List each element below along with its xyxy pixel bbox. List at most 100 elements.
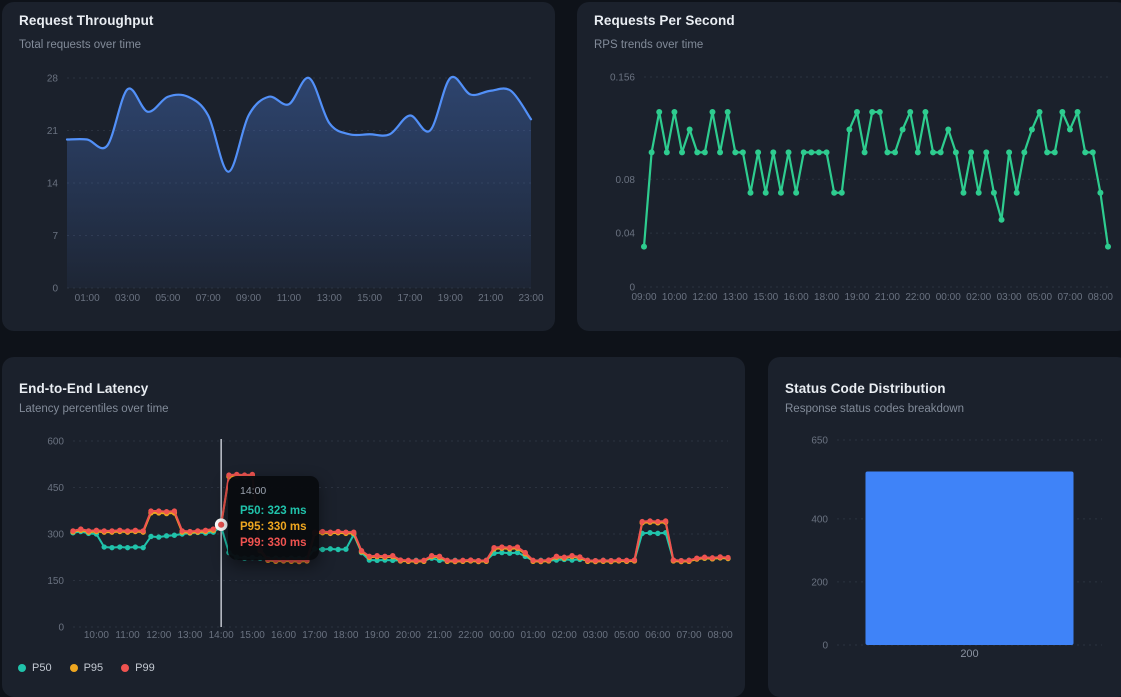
data-point xyxy=(124,544,131,551)
data-point xyxy=(358,548,365,554)
data-point xyxy=(800,149,807,156)
data-point xyxy=(78,526,84,532)
y-tick-label: 0.08 xyxy=(616,175,636,186)
data-point xyxy=(770,149,777,156)
legend-item-p95[interactable]: P95 xyxy=(69,662,104,674)
x-tick-label: 05:00 xyxy=(155,293,180,304)
data-point xyxy=(351,529,357,535)
data-point xyxy=(499,549,505,556)
x-tick-label: 02:00 xyxy=(966,292,991,303)
data-point xyxy=(506,544,513,551)
data-point xyxy=(762,189,769,196)
data-point xyxy=(101,544,107,550)
x-tick-label: 22:00 xyxy=(458,630,483,641)
x-tick-label: 15:00 xyxy=(357,293,382,304)
series-line-p50 xyxy=(72,525,729,562)
y-tick-label: 0 xyxy=(52,284,58,295)
x-tick-label: 15:00 xyxy=(753,292,778,303)
x-tick-label: 07:00 xyxy=(196,293,221,304)
data-point xyxy=(662,518,669,524)
data-point xyxy=(452,557,458,564)
data-point xyxy=(436,553,443,560)
legend-dot-p50 xyxy=(18,664,26,672)
x-tick-label: 02:00 xyxy=(552,630,577,641)
data-point xyxy=(914,149,921,156)
card-subtitle: RPS trends over time xyxy=(594,39,704,51)
data-point xyxy=(1021,149,1028,156)
data-point xyxy=(187,528,193,535)
y-tick-label: 450 xyxy=(47,483,64,494)
data-point xyxy=(132,544,139,550)
x-tick-label: 13:00 xyxy=(177,630,202,641)
x-tick-label: 09:00 xyxy=(236,293,261,304)
x-tick-label: 00:00 xyxy=(489,630,514,641)
data-point xyxy=(998,216,1005,223)
data-point xyxy=(327,529,334,535)
legend-label-p99: P99 xyxy=(135,662,155,674)
data-point xyxy=(140,544,146,551)
data-point xyxy=(1013,189,1020,196)
x-tick-label: 16:00 xyxy=(271,630,296,641)
data-point xyxy=(648,149,655,156)
data-point xyxy=(717,554,723,560)
data-point xyxy=(1006,149,1013,156)
data-point xyxy=(584,557,591,564)
data-point xyxy=(1036,109,1043,115)
data-point xyxy=(335,546,341,553)
data-point xyxy=(109,544,115,551)
data-point xyxy=(374,553,380,559)
data-point xyxy=(724,109,731,115)
latency-chart[interactable]: 0 150 300 450 600 10:00 11:00 12:00 13:00 14:00 15… xyxy=(2,357,745,697)
area-fill xyxy=(67,76,531,289)
y-tick-label: 0 xyxy=(629,283,635,294)
throughput-chart[interactable]: 0 7 14 21 28 01:00 03:00 05:00 07:00 09:00 11:00 13… xyxy=(2,2,555,331)
y-tick-label: 600 xyxy=(47,437,64,448)
data-point xyxy=(163,508,170,515)
legend-dot-p95 xyxy=(69,664,78,672)
legend-item-p99[interactable]: P99 xyxy=(121,662,155,674)
y-tick-label: 21 xyxy=(47,126,59,137)
data-point xyxy=(1059,109,1066,115)
data-point xyxy=(460,557,466,564)
legend-label-p95: P95 xyxy=(83,662,104,674)
data-point xyxy=(960,189,967,196)
data-point xyxy=(319,528,326,535)
chart-tooltip: 14:00 P50: 323 ms P95: 330 ms P99: 330 m… xyxy=(228,476,319,560)
data-point xyxy=(1089,149,1096,156)
data-point xyxy=(853,109,860,115)
y-tick-label: 650 xyxy=(811,436,828,447)
chart-legend: P50 P95 P99 xyxy=(18,662,155,674)
data-point xyxy=(171,508,178,514)
x-tick-label: 03:00 xyxy=(583,630,608,641)
data-point xyxy=(701,149,708,156)
data-point xyxy=(421,557,427,564)
data-point xyxy=(670,557,677,563)
card-end-to-end-latency: End-to-End Latency Latency percentiles o… xyxy=(2,357,745,697)
data-point xyxy=(101,528,107,534)
data-point xyxy=(382,553,388,560)
status-code-chart[interactable]: 0 200 400 650 200 xyxy=(768,357,1121,697)
data-point xyxy=(899,126,906,133)
data-point xyxy=(467,557,474,563)
x-tick-label: 10:00 xyxy=(84,630,109,641)
data-point xyxy=(148,508,154,514)
series-line xyxy=(65,75,533,173)
x-tick-label: 20:00 xyxy=(396,630,421,641)
x-tick-label: 01:00 xyxy=(75,293,100,304)
legend-item-p50[interactable]: P50 xyxy=(18,662,52,674)
data-point xyxy=(1066,126,1073,133)
status-200-bar[interactable] xyxy=(865,471,1074,645)
x-tick-label: 21:00 xyxy=(478,293,503,304)
data-point xyxy=(975,189,982,196)
data-point xyxy=(390,557,396,564)
data-point xyxy=(655,530,661,537)
y-tick-label: 300 xyxy=(47,530,64,541)
x-tick-label: 08:00 xyxy=(1088,292,1113,303)
x-tick-label: 23:00 xyxy=(518,293,543,304)
data-point xyxy=(93,527,100,533)
data-point xyxy=(179,528,185,534)
data-point xyxy=(631,557,638,563)
rps-chart[interactable]: 0 0.04 0.08 0.156 09:00 10:00 12:00 13:00 15:00 1… xyxy=(577,2,1121,331)
data-point xyxy=(655,518,661,525)
